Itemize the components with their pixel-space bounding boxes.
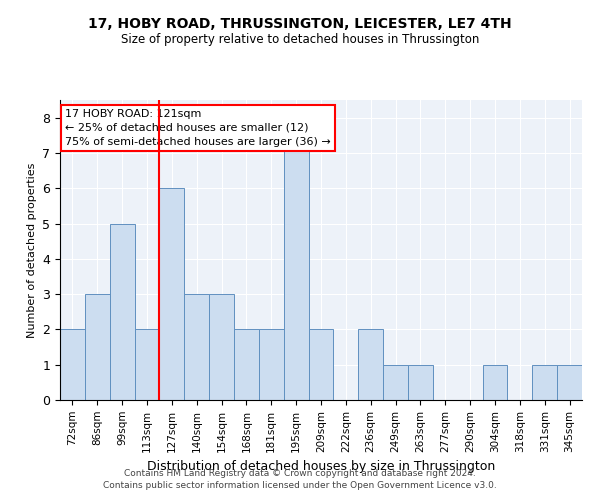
Bar	[60, 330, 85, 400]
Bar	[482, 364, 508, 400]
Text: Contains HM Land Registry data © Crown copyright and database right 2024.: Contains HM Land Registry data © Crown c…	[124, 468, 476, 477]
Text: 17, HOBY ROAD, THRUSSINGTON, LEICESTER, LE7 4TH: 17, HOBY ROAD, THRUSSINGTON, LEICESTER, …	[88, 18, 512, 32]
Bar	[184, 294, 209, 400]
Bar	[160, 188, 184, 400]
Bar	[234, 330, 259, 400]
Bar	[85, 294, 110, 400]
X-axis label: Distribution of detached houses by size in Thrussington: Distribution of detached houses by size …	[147, 460, 495, 473]
Text: 17 HOBY ROAD: 121sqm
← 25% of detached houses are smaller (12)
75% of semi-detac: 17 HOBY ROAD: 121sqm ← 25% of detached h…	[65, 109, 331, 147]
Bar	[408, 364, 433, 400]
Bar	[383, 364, 408, 400]
Y-axis label: Number of detached properties: Number of detached properties	[27, 162, 37, 338]
Bar	[134, 330, 160, 400]
Text: Contains public sector information licensed under the Open Government Licence v3: Contains public sector information licen…	[103, 481, 497, 490]
Text: Size of property relative to detached houses in Thrussington: Size of property relative to detached ho…	[121, 32, 479, 46]
Bar	[308, 330, 334, 400]
Bar	[110, 224, 134, 400]
Bar	[557, 364, 582, 400]
Bar	[532, 364, 557, 400]
Bar	[209, 294, 234, 400]
Bar	[284, 118, 308, 400]
Bar	[358, 330, 383, 400]
Bar	[259, 330, 284, 400]
